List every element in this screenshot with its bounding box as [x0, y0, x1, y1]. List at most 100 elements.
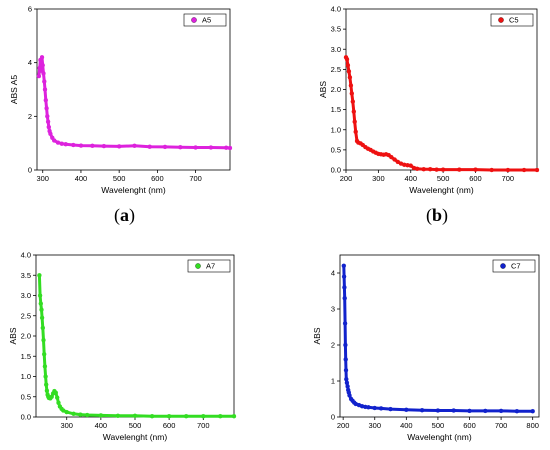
data-point: [388, 406, 393, 412]
data-point: [378, 406, 384, 411]
chart-b: 200 300 400 500 600 700 0.0 0.5 1.0 1.5 2.0 2.5 3.0 3…: [318, 5, 540, 195]
y-tick-label: 2: [28, 112, 32, 121]
data-point: [52, 138, 57, 143]
data-point: [534, 167, 540, 173]
legend-label: A5: [202, 16, 211, 25]
legend-label: A7: [206, 262, 215, 271]
chart-c: 300 400 500 600 700 0.0 0.5 1.0 1.5 2.0 2.5 3.0 3.5 4…: [8, 251, 237, 442]
x-tick-label: 200: [337, 421, 350, 430]
data-point: [39, 315, 45, 320]
y-tick-label: 1.0: [21, 372, 31, 381]
x-axis-label: Wavelenght (nm): [409, 185, 474, 195]
data-point: [351, 109, 356, 114]
y-tick-label: 3.0: [331, 45, 341, 54]
data-point: [366, 405, 371, 410]
x-tick-label: 600: [469, 174, 482, 183]
data-point: [36, 73, 42, 79]
series-line: [37, 55, 232, 150]
y-axis-label: ABS: [8, 327, 18, 344]
data-point: [38, 301, 43, 306]
y-axis-label: ABS A5: [9, 75, 19, 105]
data-point: [345, 384, 350, 389]
data-point: [428, 166, 433, 172]
x-tick-label: 600: [151, 174, 164, 183]
data-point: [90, 143, 95, 149]
data-point: [78, 143, 84, 148]
data-point: [63, 141, 68, 147]
chart-d: 200 300 400 500 600 700 800 0 1 2 3 4 Wavelenght (nm…: [312, 254, 540, 442]
y-tick-label: 0.5: [21, 392, 31, 401]
data-point: [208, 145, 214, 150]
data-point: [78, 412, 83, 417]
series-line: [342, 264, 535, 413]
data-point: [44, 106, 49, 111]
y-tick-label: 0.5: [331, 145, 341, 154]
data-point: [349, 91, 354, 96]
data-point: [498, 408, 504, 414]
legend: C5: [490, 13, 534, 27]
y-tick-label: 4.0: [331, 5, 341, 14]
data-point: [372, 405, 377, 411]
legend-label: C7: [511, 262, 521, 271]
data-point: [37, 273, 42, 278]
data-point: [227, 145, 233, 151]
data-point: [341, 263, 346, 268]
data-point: [98, 413, 104, 418]
data-point: [41, 337, 46, 343]
x-tick-label: 300: [372, 174, 385, 183]
data-point: [389, 154, 394, 160]
plot-frame: [35, 254, 235, 418]
x-axis-label: Wavelenght (nm): [103, 432, 168, 442]
data-point: [435, 408, 441, 413]
data-point: [147, 144, 152, 149]
data-point: [64, 409, 69, 415]
x-tick-label: 700: [189, 174, 202, 183]
data-point: [434, 167, 439, 172]
x-tick-label: 400: [75, 174, 88, 183]
x-tick-label: 700: [197, 421, 210, 430]
legend-box: [187, 259, 231, 273]
legend-marker: [500, 263, 506, 269]
x-tick-label: 500: [437, 174, 450, 183]
data-point: [231, 414, 237, 419]
series-line: [37, 273, 236, 418]
data-point: [347, 75, 353, 80]
data-point: [178, 144, 183, 150]
data-point: [132, 413, 138, 418]
data-point: [48, 131, 53, 137]
data-point: [514, 409, 520, 414]
y-tick-label: 6: [28, 5, 32, 14]
y-tick-label: 1.5: [331, 105, 341, 114]
data-point: [45, 119, 51, 124]
data-point: [40, 63, 45, 68]
data-point: [42, 87, 48, 92]
data-point: [467, 408, 472, 414]
y-tick-label: 1: [331, 377, 335, 386]
x-tick-label: 600: [463, 421, 476, 430]
data-point: [223, 145, 229, 150]
plot-frame: [345, 8, 538, 171]
y-tick-label: 4.0: [21, 251, 31, 260]
data-point: [71, 142, 76, 148]
panel-label-b-text: (b): [426, 205, 449, 225]
panel-label-b: (b): [426, 205, 448, 226]
x-tick-label: 800: [526, 421, 539, 430]
data-point: [55, 140, 61, 145]
data-point: [419, 408, 425, 413]
y-tick-label: 0.0: [331, 166, 341, 175]
y-tick-label: 2.0: [331, 85, 341, 94]
x-tick-label: 400: [95, 421, 108, 430]
x-tick-label: 400: [400, 421, 413, 430]
data-point: [56, 400, 61, 405]
data-point: [40, 325, 45, 331]
data-point: [218, 414, 223, 419]
data-point: [343, 357, 348, 362]
legend-marker: [195, 263, 201, 269]
y-tick-label: 0: [28, 166, 32, 175]
x-axis-label: Wavelenght (nm): [101, 185, 166, 195]
data-point: [344, 57, 350, 62]
data-point: [521, 167, 527, 173]
y-tick-label: 3.5: [21, 271, 31, 280]
legend: C7: [492, 259, 536, 273]
